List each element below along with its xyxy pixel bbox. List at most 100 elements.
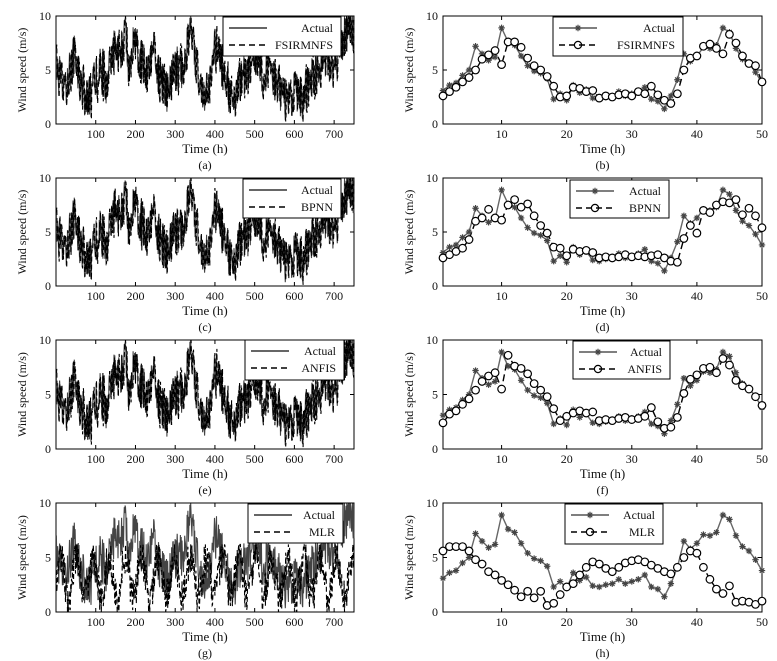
y-axis-label: Wind speed (m/s) (15, 352, 29, 437)
model-point (666, 569, 676, 579)
x-tick-label: 100 (87, 289, 105, 303)
model-point (555, 590, 565, 599)
chart-g-legend: Actual MLR (247, 503, 344, 544)
legend-box (552, 16, 684, 57)
panel-label: (e) (198, 483, 211, 497)
actual-point (478, 50, 486, 57)
model-point (672, 89, 682, 99)
model-point (497, 215, 506, 225)
model-point (464, 394, 474, 404)
actual-point (674, 238, 681, 245)
actual-point (576, 577, 583, 584)
actual-point (498, 511, 505, 519)
actual-point (680, 212, 688, 219)
actual-point (563, 259, 570, 266)
actual-point (589, 419, 596, 427)
actual-point (628, 578, 635, 585)
x-tick-label: 40 (691, 127, 703, 141)
x-axis-label: Time (h) (182, 303, 227, 318)
x-tick-label: 500 (246, 615, 264, 629)
model-point (712, 584, 721, 594)
actual-point (641, 246, 649, 253)
model-point (516, 42, 526, 52)
y-tick-label: 10 (426, 333, 438, 347)
legend-box (244, 339, 345, 381)
model-point (471, 385, 480, 395)
x-tick-label: 500 (246, 452, 264, 466)
chart-f-legend: Actual ANFIS (572, 340, 671, 380)
series-model-line (55, 177, 355, 285)
x-tick-label: 500 (246, 289, 264, 303)
model-point (562, 251, 572, 261)
x-axis-label: Time (h) (580, 303, 625, 318)
model-point (607, 567, 617, 577)
x-tick-label: 10 (496, 452, 508, 466)
y-axis-label: Wind speed (m/s) (402, 352, 416, 437)
x-tick-label: 30 (626, 289, 638, 303)
actual-point (726, 353, 733, 360)
actual-point (719, 348, 727, 356)
actual-point (498, 24, 505, 32)
actual-point (693, 540, 701, 547)
series-model-line (55, 543, 355, 613)
chart-h: 0 5 10 10 20 30 40 50 Time (h) Wind speed (m/s) (h… (402, 496, 768, 660)
chart-c-axes: 0 5 10 100 200 300 400 500 600 700 Time (h) Wind sp… (15, 171, 355, 334)
x-tick-label: 40 (691, 452, 703, 466)
chart-f-axes: 0 5 10 10 20 30 40 50 Time (h) Wind speed (m/s) (f… (402, 333, 768, 497)
model-point (542, 392, 552, 402)
model-point (458, 77, 467, 87)
model-point (679, 65, 689, 75)
x-tick-label: 700 (325, 615, 343, 629)
actual-point (504, 362, 512, 370)
model-point (438, 546, 448, 556)
model-point (471, 555, 480, 565)
y-tick-label: 0 (45, 442, 51, 456)
model-point (555, 243, 565, 253)
model-point (490, 46, 500, 55)
model-point (490, 570, 500, 580)
model-point (497, 384, 506, 394)
panel-label: (a) (198, 158, 211, 172)
chart-b-legend: Actual FSIRMNFS (552, 16, 684, 57)
model-point (731, 375, 741, 385)
chart-c: 0 5 10 100 200 300 400 500 600 700 Time (h) Wind sp… (15, 171, 355, 334)
actual-point (693, 377, 701, 384)
model-point (549, 81, 559, 91)
panel-label: (g) (198, 646, 212, 660)
actual-point (576, 414, 583, 421)
actual-point (589, 94, 596, 102)
x-tick-label: 600 (285, 127, 303, 141)
actual-point (478, 537, 486, 545)
x-tick-label: 100 (87, 452, 105, 466)
x-tick-label: 700 (325, 127, 343, 141)
actual-point (530, 67, 538, 75)
actual-point (556, 578, 564, 585)
chart-d-axes: 0 5 10 10 20 30 40 50 Time (h) Wind speed (m/s) (d… (402, 171, 768, 334)
legend-star-marker (574, 24, 582, 32)
legend-box (222, 16, 342, 57)
actual-point (719, 186, 727, 194)
actual-point (472, 43, 479, 50)
actual-point (758, 567, 766, 574)
actual-point (491, 53, 499, 61)
actual-point (472, 367, 479, 374)
model-point (477, 54, 487, 64)
x-tick-label: 300 (166, 289, 184, 303)
x-tick-label: 400 (206, 615, 224, 629)
actual-point (530, 555, 538, 562)
chart-a-legend: Actual FSIRMNFS (222, 16, 342, 57)
legend-label-actual: Actual (629, 184, 662, 198)
y-tick-label: 0 (432, 279, 438, 293)
x-tick-label: 50 (756, 127, 768, 141)
model-point (588, 248, 598, 257)
x-tick-label: 600 (285, 289, 303, 303)
model-point (646, 403, 656, 412)
x-axis-label: Time (h) (580, 466, 625, 481)
actual-point (719, 511, 727, 519)
model-point (757, 77, 767, 87)
model-point (594, 559, 604, 569)
model-point (529, 593, 539, 603)
model-point (458, 243, 467, 253)
actual-point (491, 541, 499, 548)
model-point (666, 422, 676, 432)
